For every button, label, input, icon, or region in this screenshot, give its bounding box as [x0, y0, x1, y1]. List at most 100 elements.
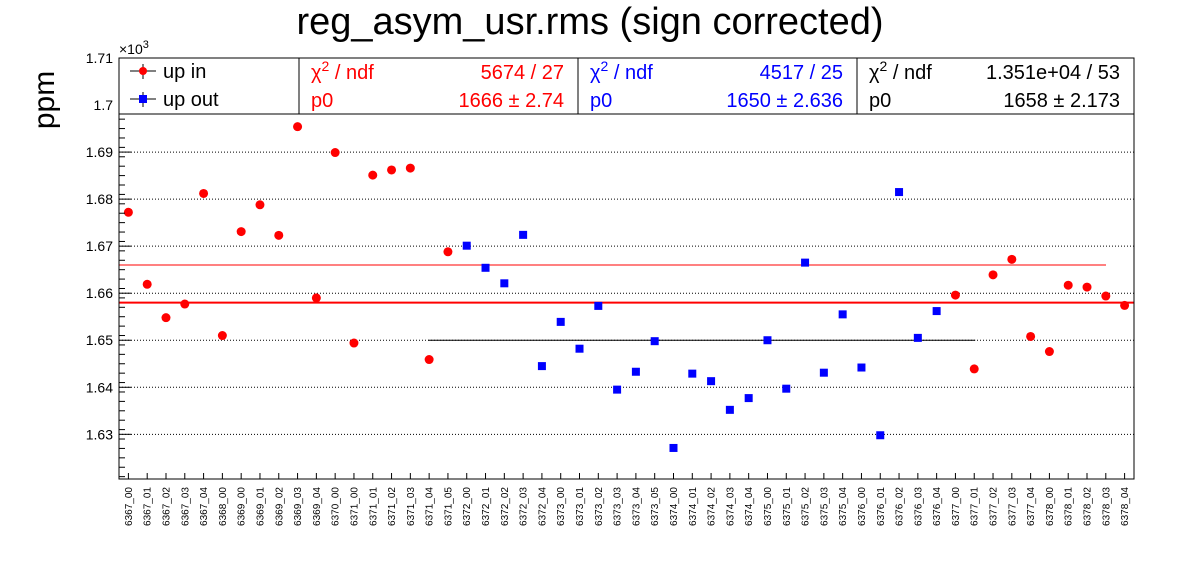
x-tick-label: 6377_02	[989, 487, 1000, 526]
data-point-circle	[1007, 254, 1017, 264]
plot-frame	[118, 57, 1135, 480]
fit-stats-chi2-label: χ2 / ndf	[590, 58, 653, 84]
data-point-square	[895, 188, 904, 197]
y-axis-multiplier-exponent: 3	[143, 39, 149, 51]
data-point-square	[876, 431, 885, 440]
fit-stats-chi2-label: χ2 / ndf	[869, 58, 932, 84]
chi-exponent: 2	[880, 58, 888, 74]
data-point-square	[650, 337, 659, 346]
data-point-square	[744, 394, 753, 403]
data-point-circle	[368, 170, 378, 180]
y-axis: ×103 1.63 1.64 1.65 1.66 1.67 1.68 1.69 1.7 1.71	[86, 39, 149, 478]
data-point-circle	[387, 165, 397, 175]
data-point-square	[819, 368, 828, 377]
fit-stats-box: χ2 / ndf 1.351e+04 / 53 p0 1658 ± 2.173	[856, 57, 1135, 115]
fit-stats-chi2-value: 1.351e+04 / 53	[986, 62, 1120, 84]
x-tick-label: 6369_03	[293, 487, 304, 526]
legend-box	[118, 57, 300, 115]
fit-lines	[119, 264, 1134, 341]
legend: up in up out	[118, 57, 300, 115]
y-axis-multiplier: ×103	[119, 39, 149, 57]
data-point-circle	[1044, 347, 1054, 357]
y-tick-label: 1.66	[86, 285, 113, 301]
data-point-circle	[293, 122, 303, 132]
x-tick-label: 6373_05	[650, 487, 661, 526]
x-tick-label: 6376_03	[913, 487, 924, 526]
x-tick-label: 6367_04	[199, 487, 210, 526]
x-tick-label: 6367_00	[124, 487, 135, 526]
data-point-circle	[1082, 282, 1092, 292]
y-tick-label: 1.68	[86, 191, 113, 207]
x-tick-label: 6372_04	[537, 487, 548, 526]
data-point-circle	[217, 331, 227, 341]
legend-entry-up-out: up out	[130, 89, 219, 111]
data-point-circle	[311, 293, 321, 303]
x-tick-label: 6378_02	[1083, 487, 1094, 526]
data-point-square	[725, 405, 734, 414]
data-point-circle	[274, 230, 284, 240]
x-tick-label: 6375_00	[763, 487, 774, 526]
x-tick-label: 6373_03	[613, 487, 624, 526]
ndf-label: / ndf	[329, 62, 374, 84]
x-tick-label: 6375_04	[838, 487, 849, 526]
chi-symbol: χ	[311, 62, 322, 84]
data-point-square	[707, 377, 716, 386]
legend-label: up out	[163, 89, 219, 111]
x-tick-label: 6377_03	[1007, 487, 1018, 526]
data-point-circle	[969, 364, 979, 374]
data-point-circle	[988, 270, 998, 280]
x-tick-label: 6373_02	[594, 487, 605, 526]
y-axis-multiplier-base: ×10	[119, 41, 143, 57]
data-point-square	[782, 384, 791, 393]
x-tick-label: 6378_04	[1120, 487, 1131, 526]
y-tick-label: 1.65	[86, 332, 113, 348]
data-point-circle	[255, 200, 265, 210]
y-tick-label: 1.67	[86, 238, 113, 254]
fit-stats-p0-value: 1666 ± 2.74	[458, 90, 564, 112]
fit-stats-p0-value: 1650 ± 2.636	[726, 90, 843, 112]
x-tick-label: 6369_04	[312, 487, 323, 526]
x-tick-label: 6367_02	[161, 487, 172, 526]
x-tick-label: 6373_01	[575, 487, 586, 526]
x-tick-label: 6374_03	[725, 487, 736, 526]
x-tick-label: 6371_05	[443, 487, 454, 526]
x-tick-label: 6374_01	[688, 487, 699, 526]
y-tick-label: 1.64	[86, 379, 113, 395]
x-tick-label: 6370_00	[331, 487, 342, 526]
data-point-circle	[161, 313, 171, 323]
data-points	[123, 122, 1130, 452]
x-tick-label: 6369_01	[255, 487, 266, 526]
x-tick-label: 6367_03	[180, 487, 191, 526]
data-point-square	[537, 362, 546, 371]
y-tick-label: 1.71	[86, 50, 113, 66]
data-point-square	[669, 443, 678, 452]
data-point-square	[462, 241, 471, 250]
data-point-circle	[180, 299, 190, 309]
data-point-circle	[443, 247, 453, 257]
x-tick-label: 6375_03	[819, 487, 830, 526]
x-tick-label: 6371_02	[387, 487, 398, 526]
fit-stats-p0-label: p0	[311, 90, 333, 112]
data-point-circle	[330, 148, 340, 158]
data-point-circle	[1101, 291, 1111, 301]
data-point-circle	[424, 355, 434, 365]
chart-title: reg_asym_usr.rms (sign corrected)	[296, 1, 883, 43]
data-point-circle	[199, 188, 209, 198]
x-tick-label: 6376_02	[895, 487, 906, 526]
x-tick-label: 6378_00	[1045, 487, 1056, 526]
legend-marker-square	[139, 95, 147, 103]
x-tick-label: 6371_03	[406, 487, 417, 526]
data-point-square	[631, 367, 640, 376]
x-tick-label: 6373_00	[556, 487, 567, 526]
fit-stats-chi2-label: χ2 / ndf	[311, 58, 374, 84]
fit-stats-box-frame	[577, 57, 858, 115]
fit-stats-p0-value: 1658 ± 2.173	[1003, 90, 1120, 112]
chi-exponent: 2	[322, 58, 330, 74]
x-tick-label: 6374_02	[707, 487, 718, 526]
x-tick-label: 6375_02	[801, 487, 812, 526]
data-point-circle	[142, 279, 152, 289]
fit-stats-chi2-value: 4517 / 25	[760, 62, 843, 84]
y-tick-label: 1.63	[86, 426, 113, 442]
